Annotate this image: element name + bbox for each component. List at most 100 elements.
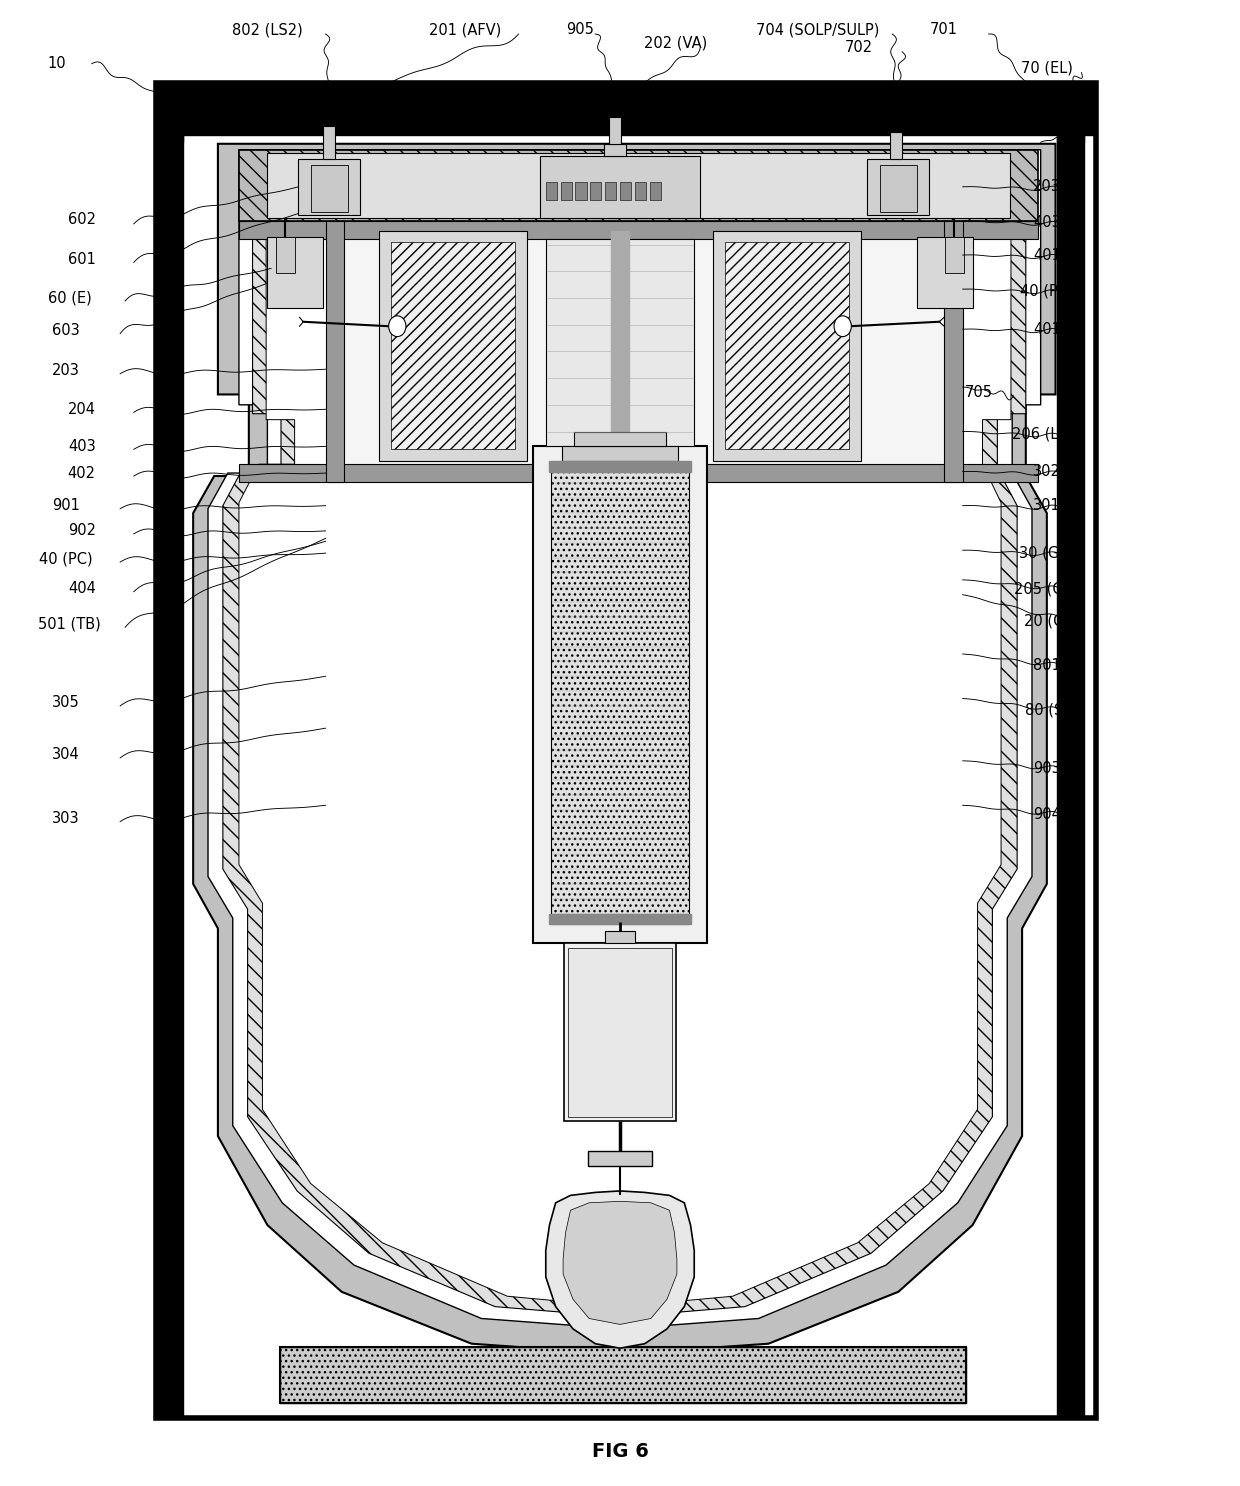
- Polygon shape: [208, 150, 1040, 1328]
- Text: 703: 703: [1033, 122, 1060, 137]
- Text: 401: 401: [1033, 321, 1060, 337]
- Bar: [277, 238, 295, 273]
- Polygon shape: [223, 155, 1025, 1317]
- Bar: [391, 242, 515, 449]
- Bar: [890, 132, 901, 159]
- Bar: [311, 165, 347, 212]
- Text: 304: 304: [52, 747, 79, 762]
- Text: 904: 904: [1033, 807, 1060, 822]
- Bar: [239, 150, 1038, 221]
- Text: 702: 702: [844, 40, 873, 55]
- Bar: [549, 914, 691, 924]
- Text: 206 (LS1): 206 (LS1): [1012, 426, 1083, 441]
- Text: 60 (E): 60 (E): [47, 291, 92, 306]
- Bar: [343, 221, 944, 481]
- Text: 705: 705: [965, 385, 993, 400]
- Bar: [324, 126, 336, 159]
- Bar: [156, 83, 184, 143]
- Text: 802 (LS2): 802 (LS2): [232, 22, 303, 37]
- Text: 20 (C): 20 (C): [1024, 614, 1069, 629]
- Text: 80 (S): 80 (S): [1024, 703, 1069, 718]
- Bar: [1056, 135, 1084, 1418]
- Bar: [551, 467, 689, 924]
- Text: 704 (SOLP/SULP): 704 (SOLP/SULP): [756, 22, 879, 37]
- Bar: [378, 232, 527, 461]
- Text: 902: 902: [68, 523, 95, 538]
- Bar: [1056, 83, 1084, 143]
- Bar: [574, 431, 666, 446]
- Text: 403: 403: [68, 438, 95, 453]
- Bar: [280, 1346, 966, 1403]
- Bar: [868, 159, 929, 215]
- Bar: [568, 948, 672, 1117]
- Bar: [605, 183, 616, 201]
- Text: 903: 903: [1033, 761, 1060, 776]
- Bar: [546, 239, 694, 446]
- Bar: [280, 1346, 966, 1403]
- Bar: [564, 944, 676, 1122]
- Bar: [620, 183, 631, 201]
- Text: 301: 301: [1033, 498, 1060, 513]
- Text: 401: 401: [1033, 248, 1060, 263]
- Bar: [944, 221, 962, 481]
- Bar: [611, 232, 629, 446]
- Bar: [916, 238, 972, 309]
- Text: 203: 203: [52, 363, 79, 379]
- Bar: [562, 446, 678, 461]
- Polygon shape: [239, 159, 1011, 1306]
- Text: 205 (CH): 205 (CH): [1014, 581, 1079, 596]
- Text: 701: 701: [930, 22, 959, 37]
- Bar: [156, 83, 1096, 135]
- Bar: [588, 1150, 652, 1165]
- Bar: [539, 156, 701, 218]
- Bar: [326, 221, 343, 481]
- Text: 402: 402: [68, 465, 95, 480]
- Text: 201 (AFV): 201 (AFV): [429, 22, 501, 37]
- Bar: [590, 183, 601, 201]
- Text: 905: 905: [567, 22, 594, 37]
- Bar: [725, 242, 849, 449]
- Bar: [546, 183, 557, 201]
- Text: 901: 901: [52, 498, 79, 513]
- Text: 305: 305: [52, 695, 79, 710]
- Polygon shape: [563, 1201, 677, 1324]
- Text: 302: 302: [1033, 464, 1060, 478]
- Bar: [549, 461, 691, 471]
- Bar: [880, 165, 916, 212]
- Text: FIG 6: FIG 6: [591, 1443, 649, 1461]
- Text: 30 (GC): 30 (GC): [1019, 545, 1075, 560]
- Text: 303: 303: [52, 811, 79, 826]
- Text: 404: 404: [68, 581, 95, 596]
- Bar: [268, 238, 324, 309]
- Bar: [945, 238, 963, 273]
- Bar: [575, 183, 587, 201]
- Bar: [268, 153, 1009, 218]
- Bar: [635, 183, 646, 201]
- Text: 403: 403: [1033, 215, 1060, 230]
- Bar: [713, 232, 862, 461]
- Bar: [156, 135, 184, 1418]
- Bar: [156, 83, 1096, 1418]
- Text: 10: 10: [48, 56, 67, 71]
- Bar: [650, 183, 661, 201]
- Bar: [533, 446, 707, 944]
- Bar: [239, 464, 1038, 481]
- Polygon shape: [193, 144, 1055, 1354]
- Text: 202 (VA): 202 (VA): [644, 36, 707, 51]
- Bar: [604, 144, 626, 156]
- Circle shape: [835, 317, 852, 337]
- Text: 501 (TB): 501 (TB): [38, 617, 100, 632]
- Text: 70 (EL): 70 (EL): [1021, 61, 1073, 76]
- Bar: [605, 932, 635, 944]
- Bar: [299, 159, 360, 215]
- Bar: [609, 117, 621, 144]
- Text: 40 (PC): 40 (PC): [1021, 284, 1074, 299]
- Text: 203: 203: [1033, 180, 1060, 195]
- Bar: [560, 183, 572, 201]
- Polygon shape: [546, 1190, 694, 1348]
- Bar: [239, 221, 1038, 239]
- Text: 602: 602: [68, 212, 95, 227]
- Text: 801: 801: [1033, 658, 1060, 673]
- Text: 603: 603: [52, 322, 79, 339]
- Text: 204: 204: [68, 401, 95, 416]
